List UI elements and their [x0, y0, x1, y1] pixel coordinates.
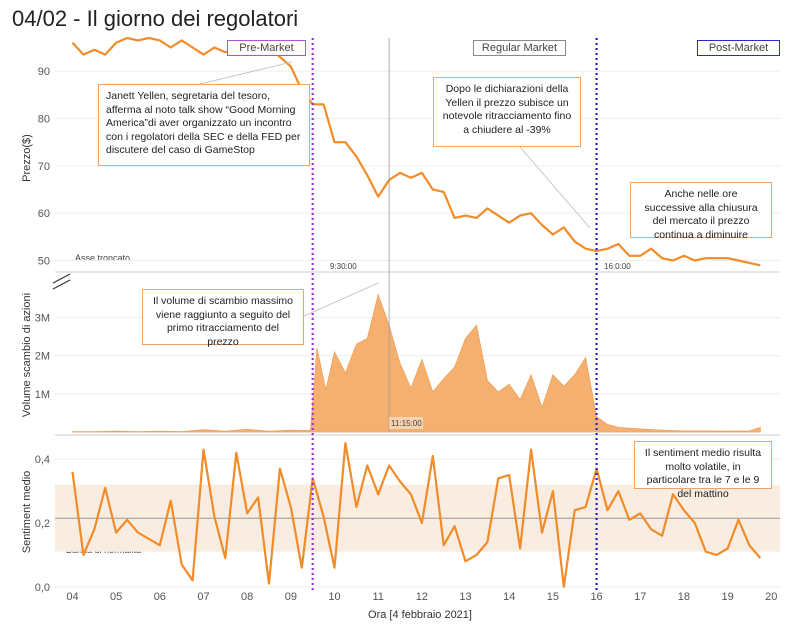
yellen-leader-line [199, 61, 293, 85]
volume-area [72, 293, 761, 433]
volume-peak-label: 11:15:00 [391, 419, 422, 428]
x-tick-label: 08 [241, 591, 253, 603]
pre-market-label: Pre-Market [227, 40, 306, 56]
sentiment-ytick-label: 0,2 [35, 518, 50, 530]
x-tick-label: 19 [721, 591, 733, 603]
annotation-sentiment: Il sentiment medio risulta molto volatil… [634, 441, 772, 500]
retracement-leader-line [519, 146, 591, 229]
price-ytick-label: 80 [38, 113, 50, 125]
x-tick-label: 18 [678, 591, 690, 603]
event-label-open: 9:30:00 [330, 262, 357, 271]
sentiment-line [71, 442, 762, 588]
x-tick-label: 06 [154, 591, 166, 603]
regular-market-label: Regular Market [473, 40, 566, 56]
x-tick-label: 05 [110, 591, 122, 603]
volume-leader-line [303, 282, 379, 317]
price-axis-break-label: Asse troncato [75, 253, 130, 263]
axis-break-mark-1 [52, 273, 71, 284]
x-tick-label: 09 [285, 591, 297, 603]
sentiment-ytick-label: 0,4 [35, 454, 50, 466]
x-tick-label: 16 [590, 591, 602, 603]
x-tick-label: 10 [328, 591, 340, 603]
x-tick-label: 17 [634, 591, 646, 603]
price-line [71, 36, 761, 267]
x-tick-label: 15 [547, 591, 559, 603]
x-tick-label: 04 [66, 591, 78, 603]
event-label-close: 16:0:00 [604, 262, 631, 271]
volume-ytick-label: 2M [35, 351, 50, 363]
axis-break-mark-2 [52, 279, 71, 290]
annotation-volume: Il volume di scambio massimo viene raggi… [142, 289, 304, 348]
volume-ytick-label: 1M [35, 389, 50, 401]
price-ytick-label: 60 [38, 208, 50, 220]
price-ytick-label: 90 [38, 66, 50, 78]
x-tick-label: 12 [416, 591, 428, 603]
annotation-post-market: Anche nelle ore successive alla chiusura… [630, 182, 772, 241]
x-axis-label: Ora [4 febbraio 2021] [368, 609, 472, 621]
x-tick-label: 20 [765, 591, 777, 603]
peak-label-bg [389, 417, 424, 429]
annotation-yellen: Janett Yellen, segretaria del tesoro, af… [98, 84, 310, 166]
x-tick-label: 11 [372, 591, 383, 603]
chart-title: 04/02 - Il giorno dei regolatori [12, 6, 299, 31]
volume-ylabel: Volume scambio di azioni [21, 293, 33, 417]
x-tick-label: 13 [459, 591, 471, 603]
volume-ytick-label: 3M [35, 313, 50, 325]
sentiment-ytick-label: 0,0 [35, 582, 50, 594]
annotation-retracement: Dopo le dichiarazioni della Yellen il pr… [433, 77, 581, 147]
price-ytick-label: 50 [38, 256, 50, 268]
sentiment-ylabel: Sentiment medio [21, 471, 33, 554]
price-ylabel: Prezzo($) [21, 134, 33, 182]
price-ytick-label: 70 [38, 161, 50, 173]
x-tick-label: 14 [503, 591, 515, 603]
post-market-label: Post-Market [697, 40, 780, 56]
x-tick-label: 07 [197, 591, 209, 603]
